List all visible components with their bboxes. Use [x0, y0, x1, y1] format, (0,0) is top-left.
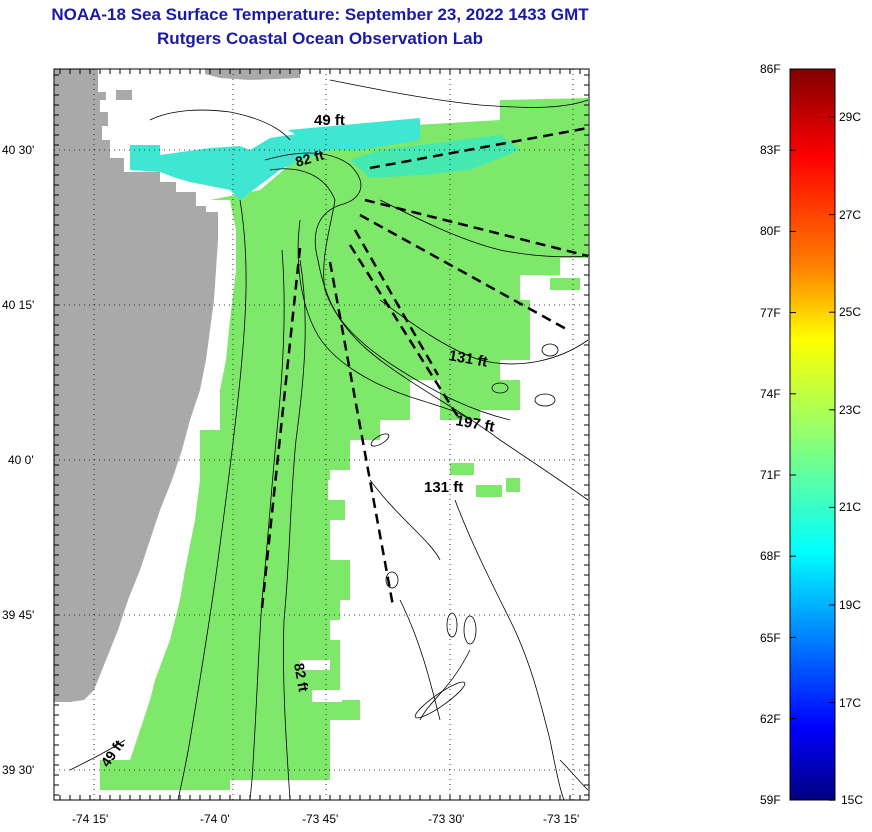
colorbar-f-label: 86F	[760, 62, 781, 76]
bathymetry-contours	[69, 79, 589, 801]
chart-title: NOAA-18 Sea Surface Temperature: Septemb…	[51, 5, 589, 24]
sst-field	[100, 98, 588, 790]
colorbar-f-label: 59F	[760, 793, 781, 807]
transect-lines	[260, 126, 589, 609]
lon-label: -74 0'	[200, 812, 230, 826]
depth-label-49ft-top: 49 ft	[314, 112, 345, 129]
colorbar-f-label: 71F	[760, 468, 781, 482]
depth-label-82ft-low: 82 ft	[291, 662, 312, 693]
colorbar-f-label: 77F	[760, 306, 781, 320]
colorbar-c-label: 25C	[839, 305, 862, 319]
depth-label-82ft-top: 82 ft	[293, 146, 325, 169]
land-gray-top	[116, 90, 132, 100]
depth-label-131ft-low: 131 ft	[424, 479, 463, 496]
land-new-jersey	[54, 69, 218, 702]
colorbar-c-label: 21C	[839, 500, 862, 514]
colorbar-c-label: 15C	[841, 793, 864, 807]
axis-ticks	[54, 69, 589, 800]
grid	[54, 69, 589, 800]
lat-label: 39 45'	[2, 608, 35, 622]
colorbar-c-label: 27C	[839, 208, 862, 222]
colorbar-c-label: 19C	[839, 598, 862, 612]
sst-cyan-band	[130, 118, 420, 200]
land-long-island	[205, 69, 300, 80]
colorbar-c-label: 29C	[839, 110, 862, 124]
colorbar-c-label: 23C	[839, 403, 862, 417]
colorbar-f-label: 68F	[760, 549, 781, 563]
lon-label: -73 15'	[543, 812, 580, 826]
colorbar-f-label: 80F	[760, 224, 781, 238]
depth-label-131ft-mid: 131 ft	[447, 347, 489, 371]
colorbar-ticks	[790, 68, 835, 801]
lat-label: 40 15'	[2, 298, 35, 312]
colorbar-f-label: 65F	[760, 631, 781, 645]
colorbar-f-label: 62F	[760, 712, 781, 726]
lon-label: -74 15'	[72, 812, 109, 826]
lon-label: -73 30'	[428, 812, 465, 826]
lon-label: -73 45'	[302, 812, 339, 826]
colorbar	[789, 68, 836, 801]
depth-label-197ft: 197 ft	[454, 412, 496, 436]
sst-holes	[300, 405, 438, 702]
colorbar-f-label: 83F	[760, 143, 781, 157]
lat-label: 39 30'	[2, 763, 35, 777]
chart-subtitle: Rutgers Coastal Ocean Observation Lab	[157, 29, 483, 48]
colorbar-c-label: 17C	[839, 696, 862, 710]
lat-label: 40 0'	[8, 453, 34, 467]
colorbar-f-label: 74F	[760, 387, 781, 401]
lat-label: 40 30'	[2, 143, 35, 157]
